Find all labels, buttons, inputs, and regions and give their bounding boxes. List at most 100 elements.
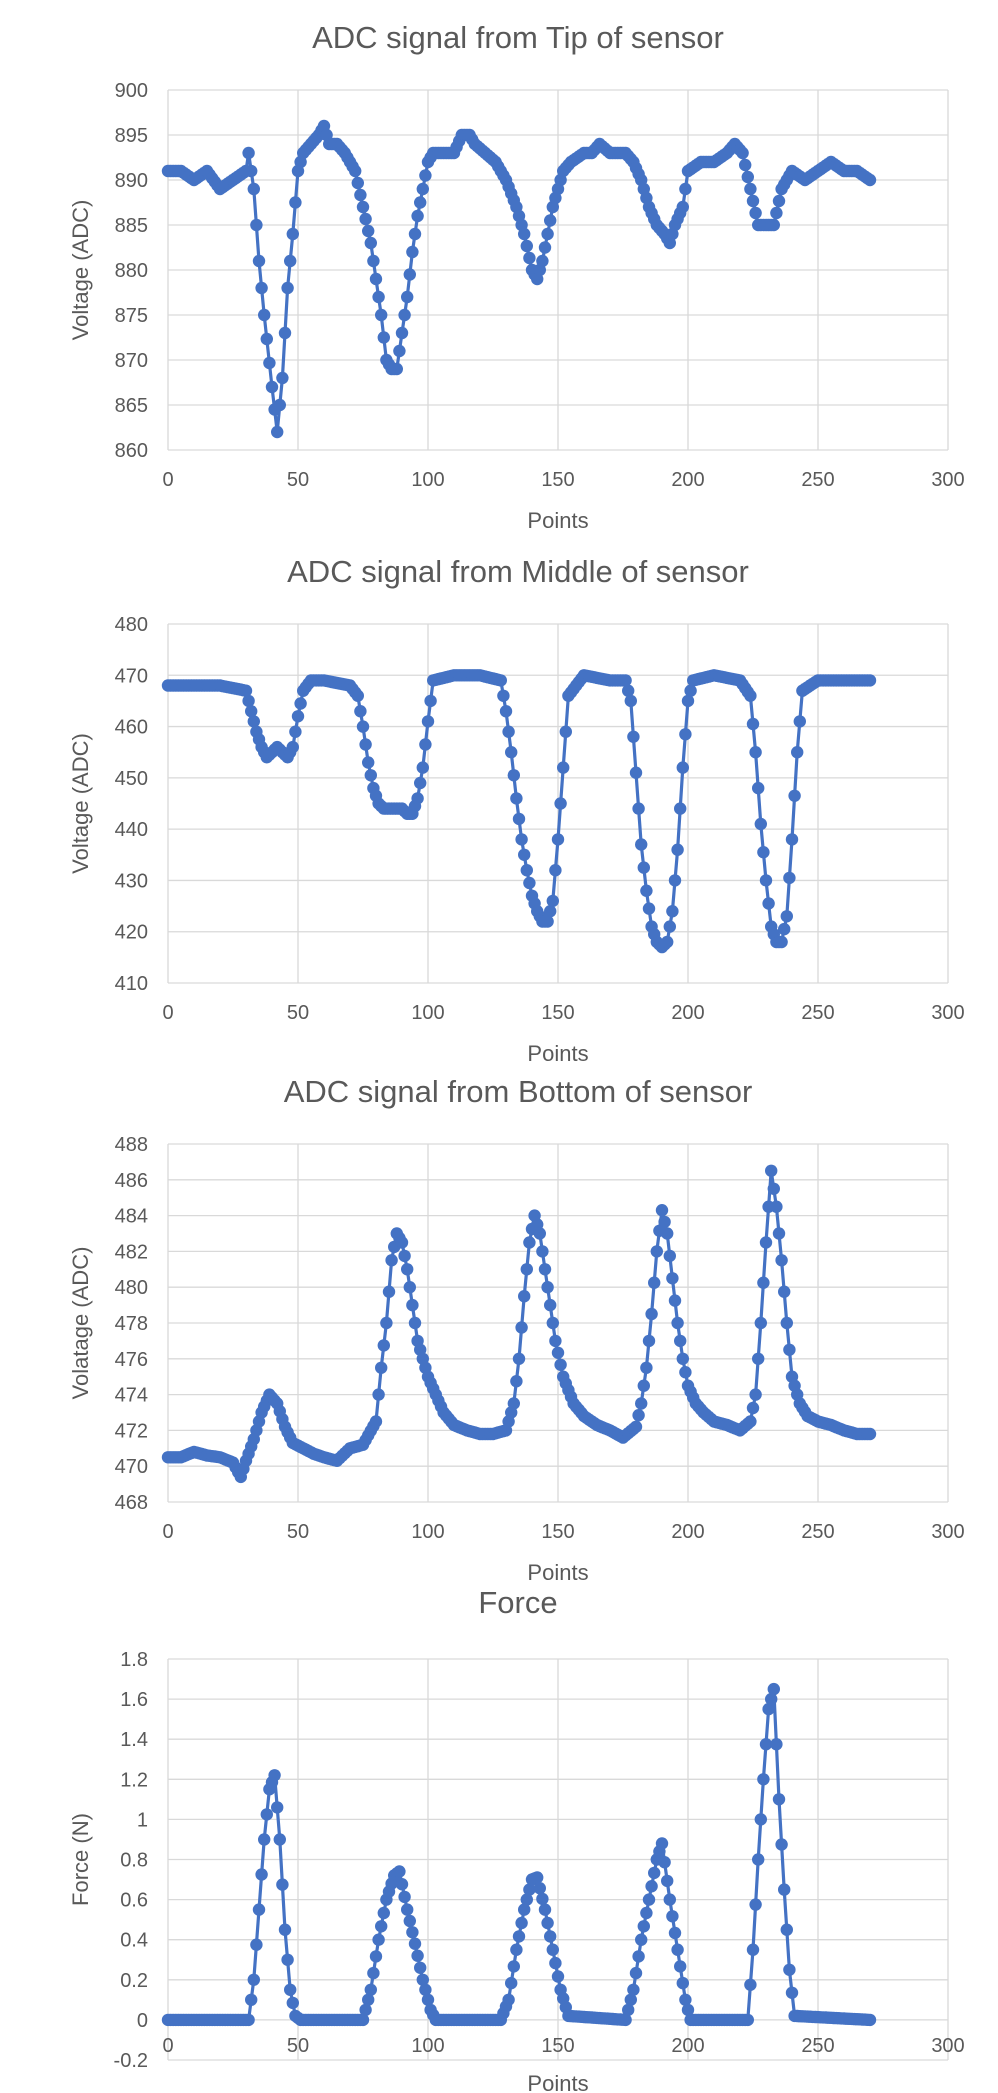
data-point	[791, 746, 804, 759]
data-point	[775, 1254, 788, 1267]
data-point	[289, 725, 302, 738]
data-point	[754, 1316, 767, 1330]
data-point	[284, 1983, 297, 1997]
data-point	[544, 1930, 557, 1943]
data-point	[674, 1960, 687, 1973]
data-point	[380, 1316, 393, 1330]
data-point	[411, 792, 424, 805]
data-point	[765, 1164, 778, 1178]
data-point	[538, 1263, 552, 1276]
data-point	[642, 1334, 656, 1348]
data-point	[268, 1769, 281, 1782]
data-point	[520, 239, 533, 253]
data-point	[265, 380, 279, 394]
y-tick-label: 890	[115, 170, 148, 192]
x-tick-label: 0	[162, 469, 173, 491]
data-point	[408, 227, 422, 241]
data-point	[395, 1236, 409, 1249]
data-point	[250, 218, 263, 232]
data-point	[414, 196, 427, 209]
data-point	[663, 1893, 676, 1906]
data-point	[559, 725, 572, 738]
x-tick-label: 300	[931, 1521, 964, 1543]
data-point	[255, 281, 268, 295]
y-tick-label: 0	[137, 2010, 148, 2032]
data-point	[775, 1838, 788, 1851]
data-point	[772, 1793, 786, 1806]
data-point	[271, 425, 284, 439]
data-point	[783, 871, 796, 885]
data-point	[863, 173, 877, 187]
data-point	[668, 874, 682, 887]
data-point	[775, 935, 788, 949]
x-tick-label: 150	[541, 2035, 574, 2057]
x-tick-label: 250	[801, 2035, 834, 2057]
data-point	[286, 740, 299, 754]
data-point	[757, 1276, 770, 1289]
data-point	[395, 326, 409, 340]
y-tick-label: 860	[115, 440, 148, 462]
data-point	[778, 1883, 791, 1896]
data-point	[632, 1409, 645, 1422]
x-tick-label: 50	[287, 1521, 309, 1543]
data-point	[762, 1702, 775, 1716]
x-tick-label: 100	[411, 1521, 444, 1543]
data-point	[523, 251, 536, 265]
data-point	[759, 874, 773, 887]
data-point	[271, 1801, 284, 1814]
data-point	[518, 1903, 531, 1916]
data-point	[541, 1916, 554, 1930]
data-point	[375, 308, 388, 322]
data-point	[663, 920, 676, 933]
data-point	[663, 1249, 676, 1263]
data-point	[515, 1321, 528, 1334]
data-point	[518, 227, 531, 241]
data-point	[401, 1263, 414, 1276]
data-point	[780, 910, 793, 923]
data-point	[356, 720, 370, 733]
data-point	[645, 1307, 658, 1321]
data-point	[762, 897, 775, 910]
data-point	[624, 1993, 637, 2007]
data-point	[278, 1923, 292, 1936]
data-point	[406, 1926, 419, 1939]
data-point	[645, 1880, 658, 1893]
data-point	[518, 848, 531, 861]
data-point	[507, 1397, 520, 1410]
y-tick-label: 478	[115, 1313, 148, 1335]
data-point	[512, 1930, 526, 1943]
data-point	[242, 694, 255, 708]
data-point	[637, 1379, 650, 1392]
data-point	[637, 861, 650, 874]
data-point	[785, 833, 799, 846]
y-axis-label: Force (N)	[68, 1813, 93, 1906]
data-point	[250, 1938, 263, 1951]
y-axis-label: Voltage (ADC)	[68, 200, 93, 341]
data-point	[744, 1415, 757, 1428]
y-tick-label: 1.4	[120, 1729, 148, 1751]
data-point	[671, 1316, 684, 1330]
data-point	[554, 797, 567, 810]
y-tick-label: 865	[115, 395, 148, 417]
data-point	[627, 730, 640, 743]
y-tick-label: 472	[115, 1420, 148, 1442]
data-point	[658, 1215, 671, 1229]
data-point	[520, 864, 533, 877]
data-point	[736, 146, 749, 160]
data-point	[759, 1738, 773, 1751]
data-point	[661, 935, 674, 949]
y-tick-label: 880	[115, 260, 148, 282]
data-point	[757, 1773, 770, 1786]
data-point	[372, 1933, 385, 1946]
data-point	[512, 1352, 526, 1366]
data-point	[401, 290, 414, 304]
data-point	[533, 1227, 546, 1240]
data-point	[632, 802, 645, 815]
data-point	[406, 245, 419, 259]
data-point	[635, 838, 648, 851]
data-point	[375, 1361, 388, 1375]
data-point	[255, 1868, 268, 1881]
data-point	[419, 738, 432, 751]
data-point	[398, 308, 411, 322]
y-tick-label: 0.6	[120, 1890, 148, 1912]
